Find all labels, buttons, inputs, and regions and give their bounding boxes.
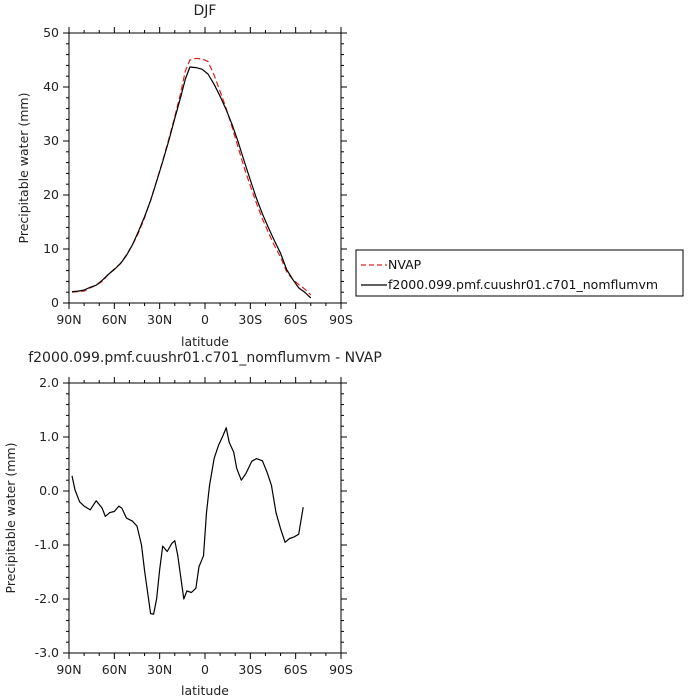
- top-series-line-nvap: [71, 57, 312, 296]
- y-tick-label: 0.0: [39, 483, 59, 498]
- x-tick-label: 60S: [284, 662, 308, 677]
- legend: NVAP f2000.099.pmf.cuushr01.c701_nomflum…: [355, 249, 684, 297]
- y-tick-label: 0: [51, 295, 59, 310]
- bottom-series-line-difference: [71, 427, 304, 615]
- y-tick-label: 10: [43, 241, 59, 256]
- y-tick-label: 40: [43, 79, 59, 94]
- x-tick-label: 60N: [102, 662, 127, 677]
- panel-top: DJF 0 10 20 30 40 50 90N 60N 30N 0 30S 60S 90S latit…: [16, 3, 353, 349]
- y-tick-label: 20: [43, 187, 59, 202]
- top-plot-frame: [68, 32, 342, 304]
- y-tick-label: -2.0: [35, 591, 59, 606]
- legend-box: [355, 249, 684, 297]
- x-tick-label: 90N: [56, 312, 81, 327]
- x-tick-label: 30N: [147, 312, 172, 327]
- y-tick-label: 1.0: [39, 429, 59, 444]
- panel-bottom: f2000.099.pmf.cuushr01.c701_nomflumvm - …: [3, 350, 382, 698]
- y-tick-label: -3.0: [35, 645, 59, 660]
- x-tick-label: 30S: [238, 312, 262, 327]
- x-tick-label: 90N: [56, 662, 81, 677]
- legend-label-model: f2000.099.pmf.cuushr01.c701_nomflumvm: [388, 277, 658, 292]
- top-y-axis-label: Precipitable water (mm): [16, 93, 31, 244]
- y-tick-label: -1.0: [35, 537, 59, 552]
- y-tick-label: 50: [43, 25, 59, 40]
- x-tick-label: 30N: [147, 662, 172, 677]
- top-x-axis-label: latitude: [181, 334, 229, 349]
- y-tick-label: 2.0: [39, 375, 59, 390]
- x-tick-label: 60S: [284, 312, 308, 327]
- y-tick-label: 30: [43, 133, 59, 148]
- x-tick-label: 90S: [329, 312, 353, 327]
- x-tick-label: 90S: [329, 662, 353, 677]
- bottom-x-axis-label: latitude: [181, 683, 229, 698]
- x-tick-label: 0: [201, 312, 209, 327]
- x-tick-label: 30S: [238, 662, 262, 677]
- x-tick-label: 60N: [102, 312, 127, 327]
- top-series-line-model: [71, 66, 312, 299]
- top-chart-title: DJF: [194, 3, 217, 19]
- bottom-plot-frame: [68, 382, 342, 654]
- bottom-chart-title: f2000.099.pmf.cuushr01.c701_nomflumvm - …: [28, 350, 382, 366]
- x-tick-label: 0: [201, 662, 209, 677]
- legend-label-nvap: NVAP: [388, 257, 422, 272]
- bottom-y-axis-label: Precipitable water (mm): [3, 443, 18, 594]
